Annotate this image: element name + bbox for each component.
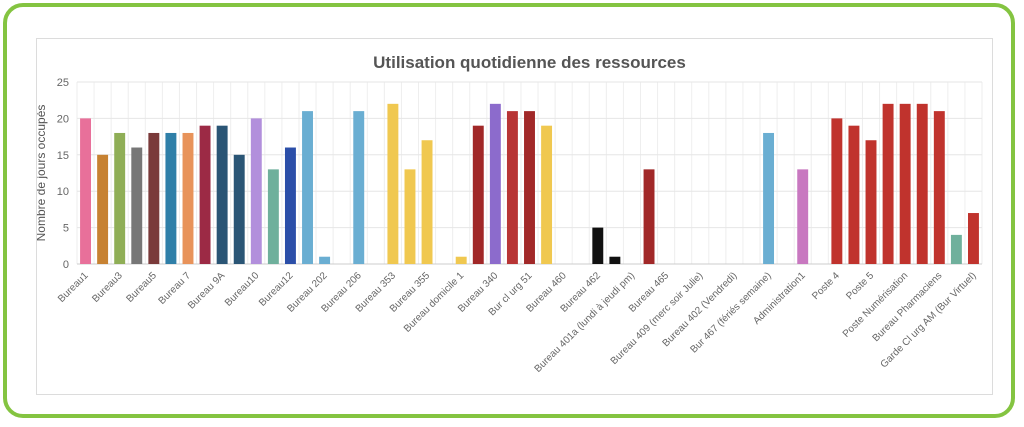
x-tick-label: Poste 4: [810, 270, 842, 302]
bar: [267, 169, 279, 264]
y-tick-label: 15: [57, 150, 69, 162]
bar: [967, 213, 979, 264]
bar: [916, 103, 928, 264]
bar: [506, 111, 518, 265]
bar: [302, 111, 313, 265]
bar: [182, 132, 194, 264]
bar: [97, 154, 109, 264]
bar: [472, 125, 484, 265]
bar: [643, 169, 655, 264]
bar: [199, 125, 211, 265]
bar: [899, 103, 911, 264]
bar: [404, 169, 416, 264]
x-tick-label: Bureau10: [223, 270, 262, 309]
bar: [609, 256, 621, 264]
bar: [80, 118, 92, 265]
bar: [831, 118, 843, 265]
bar: [455, 256, 467, 264]
bar: [848, 125, 860, 265]
y-tick-label: 20: [57, 113, 69, 125]
bar: [524, 111, 535, 265]
x-tick-label: Bureau3: [90, 270, 125, 305]
bar: [216, 125, 228, 265]
chart-panel: Utilisation quotidienne des ressources 0 5…: [36, 38, 993, 395]
y-tick-label: 5: [63, 223, 69, 235]
bar: [489, 103, 501, 264]
bar: [421, 140, 433, 264]
bar: [114, 132, 126, 264]
x-tick-label: Bureau1: [56, 270, 91, 305]
bar: [148, 132, 160, 264]
bar: [882, 103, 894, 264]
y-tick-label: 10: [57, 186, 69, 198]
bar-chart: Utilisation quotidienne des ressources 0 5…: [37, 53, 983, 375]
bar: [865, 140, 877, 264]
bar: [353, 111, 365, 265]
bar: [319, 256, 331, 264]
bar: [950, 234, 962, 264]
x-tick-label: Bureau domicile 1: [402, 270, 467, 335]
x-tick-label: Bureau5: [124, 270, 159, 305]
bar: [541, 125, 553, 265]
x-tick-label: Bureau 9A: [186, 270, 227, 311]
y-axis-title: Nombre de jours occupés: [37, 105, 48, 242]
bar: [250, 118, 262, 265]
bar: [387, 103, 399, 264]
x-tick-label: Poste 5: [844, 270, 876, 302]
y-tick-label: 0: [63, 259, 69, 271]
bar: [284, 147, 296, 264]
bar: [165, 132, 177, 264]
bar: [763, 132, 775, 264]
bar: [797, 169, 809, 264]
bar: [233, 154, 245, 264]
bar: [131, 147, 143, 264]
bar: [933, 111, 945, 265]
bar: [592, 227, 604, 264]
chart-title: Utilisation quotidienne des ressources: [373, 53, 686, 72]
y-tick-label: 25: [57, 77, 69, 89]
x-tick-label: Poste Numérisation: [841, 270, 910, 339]
